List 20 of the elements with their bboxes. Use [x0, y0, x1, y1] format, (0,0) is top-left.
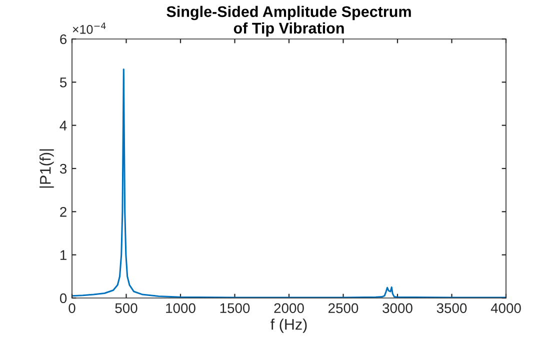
y-tick-label: 6: [60, 34, 67, 44]
y-tick-label: 3: [60, 164, 67, 174]
y-axis-title: |P1(f)|: [40, 149, 54, 188]
x-axis-title: f (Hz): [270, 318, 307, 333]
x-tick-label: 4000: [490, 303, 521, 314]
x-tick-label: 500: [115, 303, 138, 314]
y-tick-label: 5: [60, 78, 67, 88]
y-tick-label: 1: [60, 250, 66, 260]
x-tick-label: 2000: [274, 303, 304, 314]
y-tick-label: 4: [60, 120, 67, 130]
y-tick-label: 2: [60, 207, 66, 217]
y-tick-label: 0: [60, 293, 67, 304]
x-tick-label: 3000: [382, 303, 412, 314]
x-tick-label: 1000: [166, 303, 196, 314]
text: ×10$^{−4}$: [72, 22, 106, 34]
x-tick-label: 2500: [328, 303, 358, 314]
x-tick-label: 0: [68, 303, 76, 314]
x-tick-label: 1500: [220, 303, 250, 314]
x-tick-label: 3500: [436, 303, 467, 314]
chart-title: Single-Sided Amplitude Spectrum of Tip Vibration: [166, 6, 411, 37]
